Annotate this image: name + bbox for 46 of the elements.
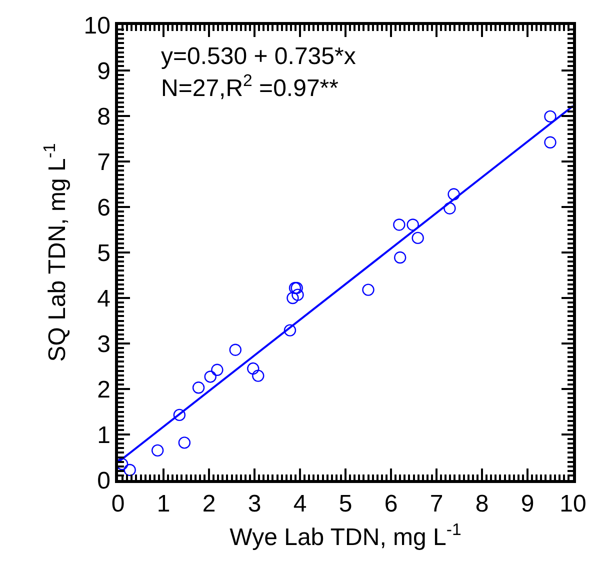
point <box>284 324 296 336</box>
y-tick-label: 2 <box>97 376 110 404</box>
x-tick-label: 10 <box>560 490 586 518</box>
point <box>393 218 406 231</box>
point <box>124 464 136 476</box>
point <box>544 136 556 148</box>
y-tick-label: 10 <box>84 12 110 40</box>
x-tick-label: 2 <box>202 490 216 518</box>
y-tick-label: 5 <box>97 240 110 267</box>
x-tick-label: 6 <box>384 490 398 518</box>
point <box>444 202 456 214</box>
y-tick-label: 6 <box>97 194 110 222</box>
y-tick-label: 4 <box>97 285 110 312</box>
annotation: y=0.530 + 0.735*x <box>161 43 356 70</box>
y-tick-label: 3 <box>97 330 110 358</box>
point <box>151 444 164 457</box>
y-tick-label: 1 <box>97 422 110 449</box>
point <box>252 370 264 382</box>
point <box>211 364 224 376</box>
x-tick-label: 7 <box>430 490 444 518</box>
x-tick-label: 1 <box>156 490 170 518</box>
y-tick-label: 0 <box>97 467 110 494</box>
x-tick-label: 5 <box>338 490 352 518</box>
x-tick-label: 9 <box>520 490 534 518</box>
x-axis-title: Wye Lab TDN, mg L$^{-1}$ <box>230 520 462 551</box>
point <box>412 232 424 244</box>
annotation: N=27,R$^{2}$ =0.97** <box>161 71 338 102</box>
point <box>448 188 460 200</box>
point <box>178 436 191 449</box>
point <box>406 218 419 231</box>
point <box>286 292 299 304</box>
x-tick-label: 3 <box>248 490 262 518</box>
y-tick-label: 9 <box>97 58 110 85</box>
x-tick-label: 8 <box>475 490 489 518</box>
x-tick-label: 4 <box>293 490 307 518</box>
y-tick-label: 7 <box>97 148 110 176</box>
point <box>192 382 205 394</box>
point <box>204 370 216 383</box>
point <box>247 362 260 375</box>
point <box>362 284 374 296</box>
point <box>292 288 304 301</box>
point <box>229 344 242 356</box>
point <box>173 408 186 422</box>
y-tick-label: 8 <box>97 103 110 130</box>
point <box>394 251 406 264</box>
point <box>544 110 556 123</box>
